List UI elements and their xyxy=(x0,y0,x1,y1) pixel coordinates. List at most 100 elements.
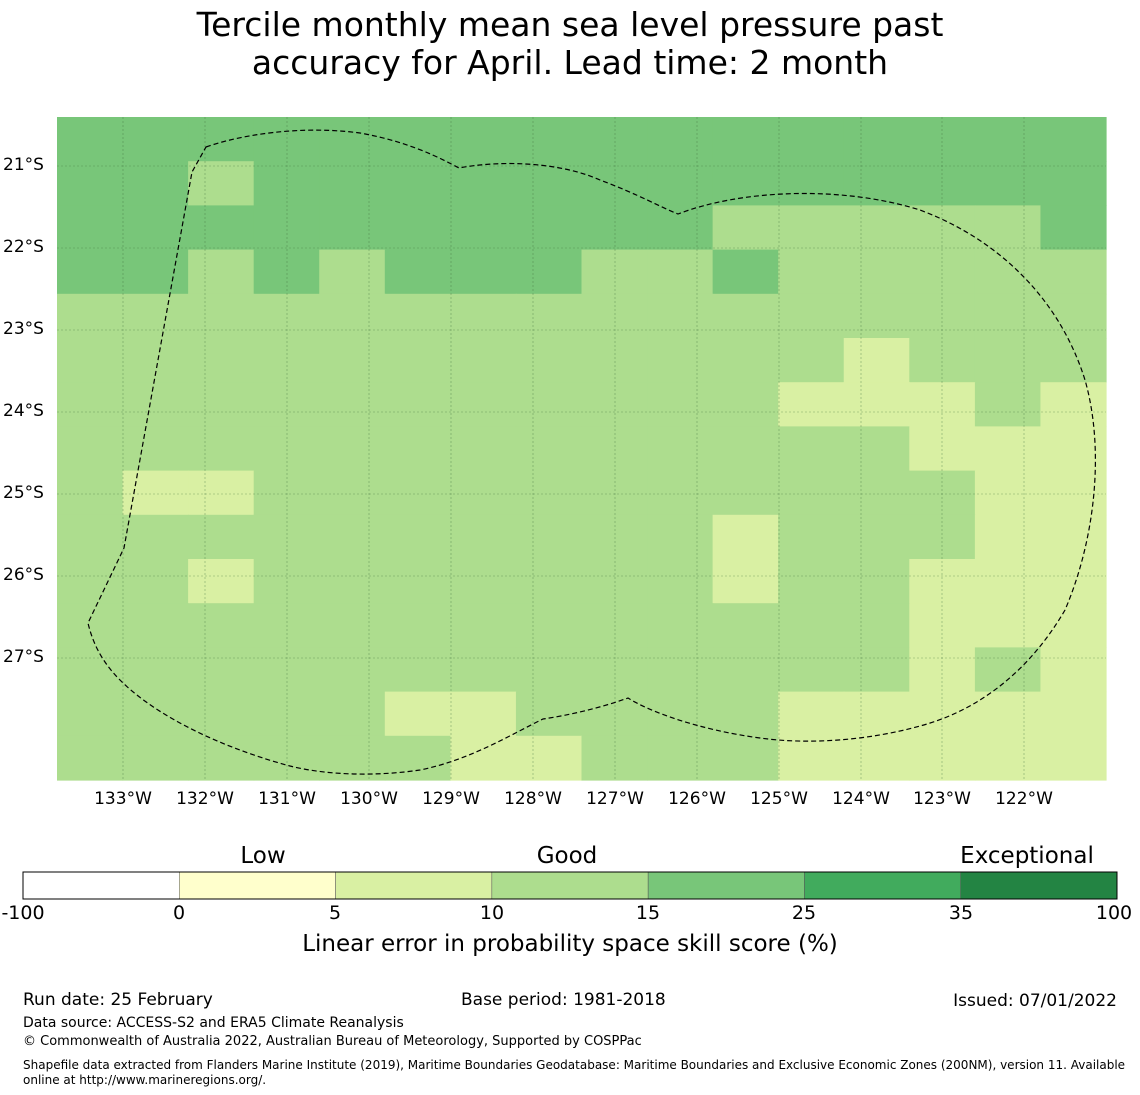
shapefile-credit-line-1: Shapefile data extracted from Flanders M… xyxy=(23,1058,1126,1072)
grid-cell xyxy=(712,647,779,693)
grid-cell xyxy=(581,691,648,737)
grid-cell xyxy=(57,161,124,206)
colorbar-tick: 5 xyxy=(328,902,342,924)
grid-cell xyxy=(188,293,255,339)
data-source: Data source: ACCESS-S2 and ERA5 Climate … xyxy=(23,1015,404,1031)
grid-cell xyxy=(1040,514,1107,560)
grid-cell xyxy=(974,559,1042,604)
grid-cell xyxy=(384,426,451,472)
colorbar-frame xyxy=(22,871,1118,900)
grid-cell xyxy=(57,338,124,383)
grid-cell xyxy=(188,470,255,516)
grid-cell xyxy=(909,470,976,516)
grid-cell xyxy=(384,293,451,339)
lon-label: 131°W xyxy=(258,789,316,809)
grid-cell xyxy=(647,161,714,206)
grid-cell xyxy=(384,514,451,560)
grid-cell xyxy=(647,426,714,472)
grid-cell xyxy=(319,117,386,162)
grid-cell xyxy=(1040,382,1107,427)
colorbar-tick: 0 xyxy=(172,902,186,924)
grid-cell xyxy=(647,691,714,737)
grid-cell xyxy=(778,470,845,516)
grid-cell xyxy=(319,691,386,737)
lon-label: 123°W xyxy=(913,789,971,809)
grid-cell xyxy=(450,293,517,339)
grid-cell xyxy=(712,382,779,427)
colorbar-segment xyxy=(179,871,336,900)
grid-cell xyxy=(778,647,845,693)
grid-cell xyxy=(581,647,648,693)
grid-cell xyxy=(57,735,124,781)
grid-cell xyxy=(122,382,189,427)
grid-cell xyxy=(843,293,910,339)
colorbar-segment xyxy=(804,871,961,900)
grid-cell xyxy=(581,470,648,516)
grid-cell xyxy=(909,691,976,737)
grid-cell xyxy=(974,338,1042,383)
grid-cell xyxy=(909,382,976,427)
grid-cell xyxy=(778,117,845,162)
grid-cell xyxy=(188,382,255,427)
grid-cell xyxy=(515,382,583,427)
grid-cell xyxy=(974,647,1042,693)
grid-cell xyxy=(319,470,386,516)
grid-cell xyxy=(1040,426,1107,472)
grid-cell xyxy=(712,691,779,737)
grid-cell xyxy=(57,117,124,162)
issued-date: Issued: 07/01/2022 xyxy=(953,991,1117,1011)
grid-cell xyxy=(319,161,386,206)
grid-cell xyxy=(843,647,910,693)
grid-cell xyxy=(450,559,517,604)
grid-cell xyxy=(909,647,976,693)
grid-cell xyxy=(843,691,910,737)
grid-cell xyxy=(974,161,1042,206)
colorbar-tick: 35 xyxy=(948,902,974,924)
grid-cell xyxy=(909,161,976,206)
grid-cell xyxy=(778,603,845,648)
grid-cell xyxy=(253,382,320,427)
grid-cell xyxy=(843,205,910,251)
grid-cell xyxy=(122,426,189,472)
grid-cell xyxy=(57,426,124,472)
grid-cell xyxy=(712,559,779,604)
grid-cell xyxy=(1040,205,1107,251)
grid-cell xyxy=(450,205,517,251)
grid-cell xyxy=(515,117,583,162)
colorbar-segment xyxy=(335,871,493,900)
grid-cell xyxy=(515,603,583,648)
grid-cell xyxy=(188,205,255,251)
grid-cell xyxy=(188,559,255,604)
run-date: Run date: 25 February xyxy=(23,990,213,1010)
grid-cell xyxy=(515,161,583,206)
colorbar-segment xyxy=(22,871,180,900)
grid-cell xyxy=(778,691,845,737)
grid-cell xyxy=(122,249,189,295)
grid-cell xyxy=(253,293,320,339)
grid-cell xyxy=(909,514,976,560)
grid-cell xyxy=(778,735,845,781)
grid-cell xyxy=(515,514,583,560)
grid-cell xyxy=(909,293,976,339)
grid-cell xyxy=(909,117,976,162)
grid-cell xyxy=(581,249,648,295)
colorbar-label: Linear error in probability space skill … xyxy=(302,931,838,957)
grid-cell xyxy=(778,426,845,472)
grid-cell xyxy=(974,470,1042,516)
grid-cell xyxy=(843,735,910,781)
colorbar-tick: 15 xyxy=(635,902,661,924)
grid-cell xyxy=(647,117,714,162)
grid-cell xyxy=(712,338,779,383)
grid-cell xyxy=(253,161,320,206)
grid-cell xyxy=(384,382,451,427)
grid-cell xyxy=(450,338,517,383)
grid-cell xyxy=(843,426,910,472)
grid-cell xyxy=(122,691,189,737)
grid-cell xyxy=(57,205,124,251)
grid-cell xyxy=(843,470,910,516)
grid-cell xyxy=(843,117,910,162)
grid-cell xyxy=(974,603,1042,648)
grid-cell xyxy=(450,470,517,516)
grid-cell xyxy=(581,559,648,604)
grid-cell xyxy=(1040,293,1107,339)
